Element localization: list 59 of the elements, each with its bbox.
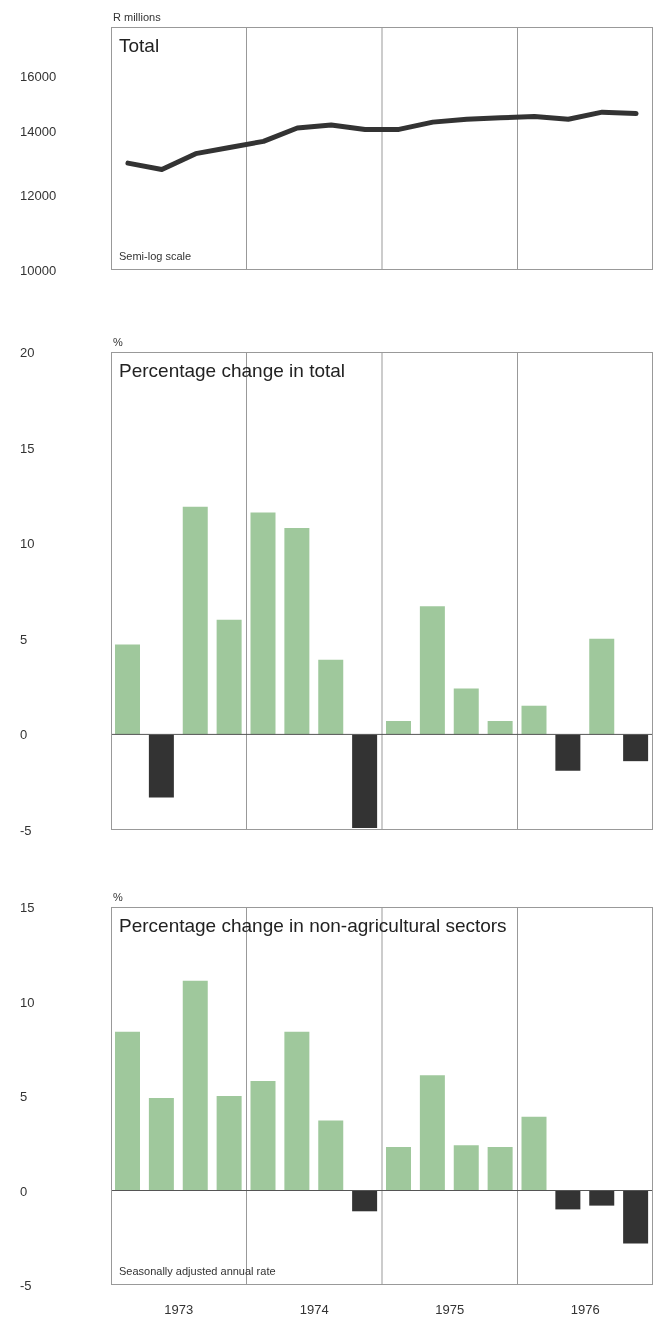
y-tick-label: 10000	[20, 263, 57, 278]
bar	[386, 721, 411, 735]
bar	[284, 1031, 310, 1191]
y-tick-label: 0	[20, 727, 28, 743]
x-tick-label: 1975	[435, 1302, 465, 1318]
bar	[148, 1097, 174, 1191]
bar	[182, 506, 208, 735]
y-tick-label: 12000	[20, 187, 57, 203]
bar	[352, 734, 378, 829]
bar	[318, 659, 344, 735]
bar	[419, 1075, 445, 1191]
annotation: Semi-log scale	[119, 250, 192, 262]
x-tick-label: 1973	[164, 1302, 194, 1318]
bar	[386, 1147, 411, 1191]
bar	[453, 688, 479, 735]
bar	[453, 1145, 479, 1191]
bar	[419, 606, 445, 735]
bar	[115, 1031, 140, 1191]
y-tick-label: 5	[20, 631, 28, 647]
bar	[589, 638, 615, 735]
bar	[250, 1080, 276, 1191]
bar	[284, 527, 310, 735]
chart-title: Percentage change in non-agricultural sectors	[119, 915, 507, 937]
chart-title: Percentage change in total	[119, 360, 346, 382]
bar	[521, 705, 547, 735]
bar	[623, 734, 649, 762]
y-tick-label: -5	[20, 823, 32, 838]
bar	[589, 1190, 615, 1206]
bar	[250, 512, 276, 735]
y-tick-label: 0	[20, 1183, 28, 1199]
y-tick-label: 14000	[20, 123, 57, 139]
annotation: Seasonally adjusted annual rate	[119, 1265, 276, 1277]
bar	[555, 734, 581, 771]
y-tick-label: 15	[20, 440, 35, 456]
y-tick-label: 10	[20, 994, 35, 1010]
bar	[115, 644, 140, 735]
bar	[487, 1147, 513, 1191]
x-tick-label: 1976	[570, 1302, 600, 1318]
y-tick-label: 10	[20, 536, 35, 552]
y-tick-label: 15	[20, 900, 35, 915]
x-tick-label: 1974	[299, 1302, 329, 1318]
bar	[216, 619, 242, 735]
y-axis-title: R millions	[113, 11, 161, 23]
bar	[623, 1190, 649, 1244]
y-tick-label: -5	[20, 1278, 32, 1293]
bar	[216, 1096, 242, 1191]
y-tick-label: 20	[20, 345, 35, 360]
y-tick-label: 5	[20, 1089, 28, 1104]
bar	[182, 980, 208, 1191]
y-axis-title: %	[113, 891, 123, 903]
bar	[352, 1190, 378, 1212]
bar	[148, 734, 174, 798]
y-axis-title: %	[113, 336, 123, 348]
bar	[521, 1116, 547, 1191]
bar	[487, 721, 513, 735]
bar	[555, 1190, 581, 1210]
bar	[318, 1120, 344, 1191]
y-tick-label: 16000	[20, 68, 57, 84]
chart-title: Total	[119, 35, 160, 57]
